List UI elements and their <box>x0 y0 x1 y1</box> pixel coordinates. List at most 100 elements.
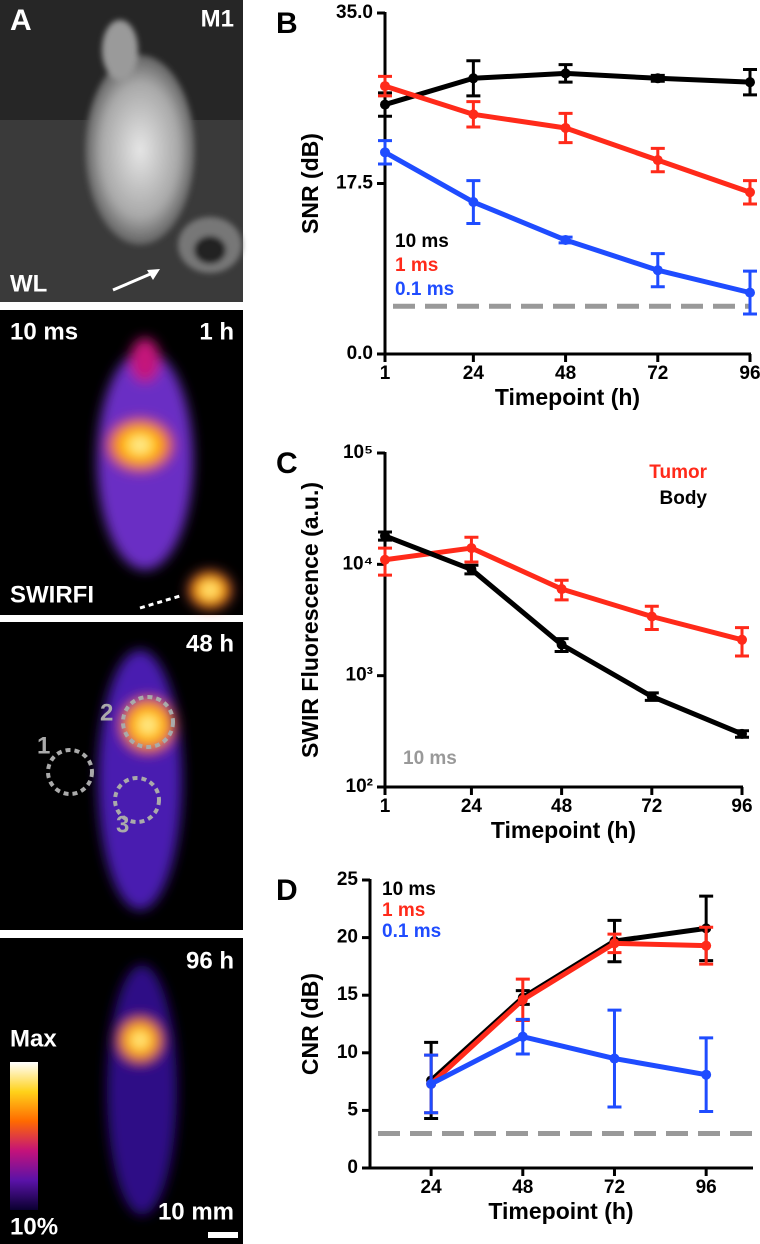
y-tick-label: 0 <box>347 1157 358 1178</box>
x-tick-label: 24 <box>463 363 485 384</box>
wl-arrowhead <box>147 269 160 280</box>
y-tick-label: 25 <box>337 869 359 890</box>
x-tick-label: 24 <box>461 796 483 817</box>
legend-entry: Tumor <box>649 462 707 483</box>
annotation: 10 ms <box>403 748 457 769</box>
data-point <box>466 564 477 575</box>
legend-entry: 0.1 ms <box>395 279 454 300</box>
mouse-1h <box>97 338 235 612</box>
x-axis-label: Timepoint (h) <box>495 384 640 410</box>
image-panels: A M1 WL 10 ms 1 h SWIRFI 48 h 1 2 3 96 h… <box>0 0 243 1244</box>
y-tick-label: 15 <box>337 984 359 1005</box>
scale-bar <box>208 1232 238 1238</box>
x-tick-label: 96 <box>731 796 752 817</box>
y-tick-label: 10² <box>346 776 373 797</box>
data-point <box>701 1069 712 1080</box>
x-tick-label: 72 <box>647 363 668 384</box>
data-point <box>380 554 390 565</box>
x-tick-label: 96 <box>739 363 760 384</box>
legend-entry: 0.1 ms <box>382 921 441 942</box>
data-point <box>609 938 620 949</box>
legend-entry: 1 ms <box>395 255 438 276</box>
roi-3 <box>113 776 161 824</box>
data-point <box>745 77 755 88</box>
data-point <box>646 691 657 702</box>
x-axis-label: Timepoint (h) <box>488 1198 633 1224</box>
time-label: 1 h <box>199 318 234 345</box>
data-point <box>556 639 567 650</box>
x-tick-label: 48 <box>555 363 576 384</box>
time-label: 48 h <box>186 630 234 657</box>
wl-mouse <box>85 20 242 273</box>
data-point <box>380 147 390 158</box>
series-line <box>429 1034 707 1087</box>
series-line <box>429 940 707 1086</box>
data-point <box>652 265 663 276</box>
wl-label: WL <box>10 270 47 297</box>
series-line <box>429 925 707 1083</box>
y-tick-label: 10⁵ <box>343 442 373 463</box>
data-point <box>468 197 479 208</box>
y-tick-label: 35.0 <box>336 2 373 23</box>
data-point <box>737 634 747 645</box>
series-line <box>384 83 751 195</box>
data-point <box>652 155 663 166</box>
x-tick-label: 24 <box>421 1177 443 1198</box>
mouse-48h <box>98 650 182 910</box>
data-point <box>646 611 657 622</box>
data-point <box>517 1031 528 1042</box>
y-tick-label: 10⁴ <box>342 553 373 574</box>
x-tick-label: 72 <box>641 796 662 817</box>
exposure-label: 10 ms <box>10 318 78 345</box>
data-point <box>609 1053 620 1064</box>
data-point <box>652 73 663 84</box>
data-point <box>560 235 571 246</box>
roi-1 <box>46 748 94 796</box>
legend-entry: 10 ms <box>395 231 449 252</box>
y-tick-label: 10³ <box>346 665 373 686</box>
panel-label: A <box>10 4 32 37</box>
modality-label: SWIRFI <box>10 581 94 608</box>
data-point <box>380 99 390 110</box>
x-tick-label: 1 <box>380 796 391 817</box>
series-line <box>384 545 743 643</box>
data-point <box>380 81 390 92</box>
x-tick-label: 48 <box>512 1177 533 1198</box>
data-point <box>701 940 712 951</box>
x-tick-label: 1 <box>380 363 391 384</box>
panel-label: B <box>276 7 298 40</box>
y-axis-label: CNR (dB) <box>297 973 323 1075</box>
time-label: 96 h <box>186 947 234 974</box>
tumor-arrow <box>139 594 181 610</box>
x-tick-label: 96 <box>696 1177 717 1198</box>
wl-arrow <box>112 270 156 292</box>
series-line <box>384 70 751 107</box>
y-tick-label: 20 <box>337 927 358 948</box>
y-tick-label: 0.0 <box>347 343 373 364</box>
y-axis-label: SWIR Fluorescence (a.u.) <box>297 482 323 758</box>
y-axis-label: SNR (dB) <box>297 133 323 234</box>
x-axis-label: Timepoint (h) <box>491 817 636 843</box>
mouse-id: M1 <box>201 5 234 32</box>
y-tick-label: 10 <box>337 1042 358 1063</box>
data-point <box>560 68 571 79</box>
data-point <box>466 543 477 554</box>
series-line <box>384 533 743 737</box>
roi-label: 3 <box>116 811 129 838</box>
data-point <box>426 1078 437 1089</box>
data-point <box>380 530 390 541</box>
panel-label: C <box>276 447 298 480</box>
data-point <box>556 584 567 595</box>
legend-entry: Body <box>660 488 708 509</box>
data-point <box>560 122 571 133</box>
data-point <box>745 287 755 298</box>
legend-entry: 1 ms <box>382 900 425 921</box>
x-tick-label: 72 <box>604 1177 625 1198</box>
legend-entry: 10 ms <box>382 879 436 900</box>
panel-label: D <box>276 874 298 907</box>
data-point <box>737 728 747 739</box>
roi-2 <box>121 695 175 749</box>
mouse-96h <box>107 965 177 1215</box>
roi-label: 2 <box>100 699 113 726</box>
